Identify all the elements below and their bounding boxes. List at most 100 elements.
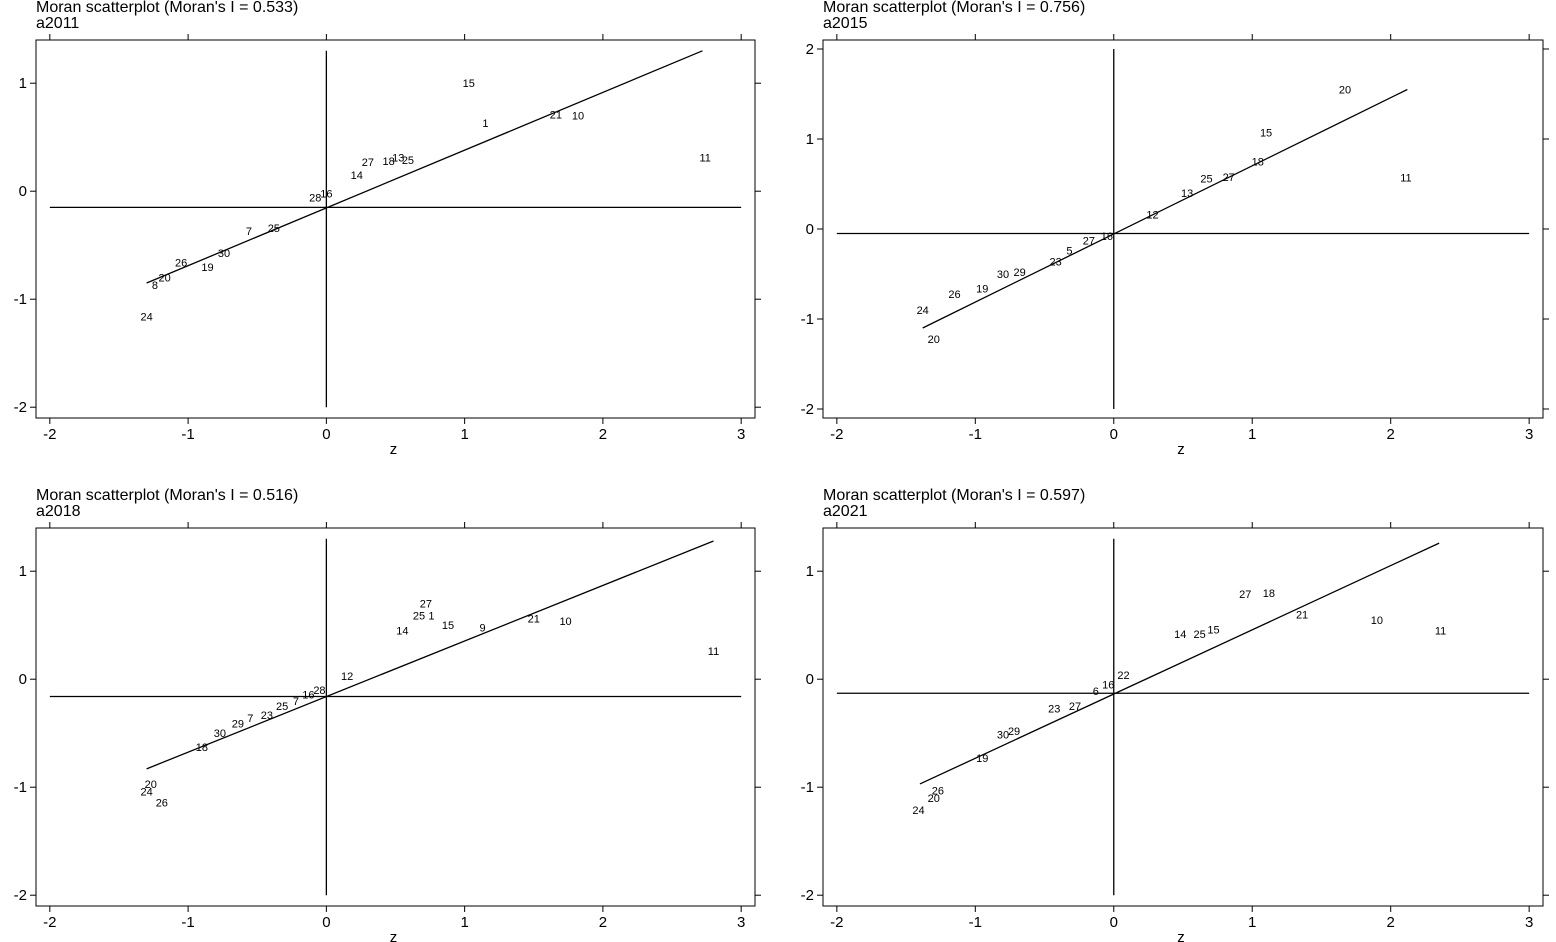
point-label: 27	[1223, 172, 1235, 184]
point-label: 23	[1048, 703, 1060, 715]
point-label: 28	[313, 685, 325, 697]
y-tick-label: -1	[14, 779, 27, 796]
y-tick-label: -1	[801, 311, 814, 328]
x-tick-label: 1	[460, 426, 468, 443]
point-label: 22	[1117, 670, 1129, 682]
point-label: 26	[156, 797, 168, 809]
point-label: 7	[246, 226, 252, 238]
point-label: 19	[976, 283, 988, 295]
point-label: 20	[158, 273, 170, 285]
moran-panel-1: Moran scatterplot (Moran's I = 0.533)a20…	[14, 0, 761, 458]
point-label: 14	[1174, 629, 1186, 641]
point-label: 30	[218, 248, 230, 260]
point-label: 25	[1200, 174, 1212, 186]
x-tick-label: 0	[322, 914, 330, 931]
point-label: 28	[309, 193, 321, 205]
point-label: 19	[976, 753, 988, 765]
point-label: 25	[402, 155, 414, 167]
plot-frame	[822, 39, 1544, 419]
point-label: 24	[140, 787, 152, 799]
moran-panel-4: Moran scatterplot (Moran's I = 0.597)a20…	[801, 487, 1549, 942]
x-tick-label: 0	[1110, 426, 1118, 443]
point-label: 26	[932, 785, 944, 797]
point-label: 29	[1013, 267, 1025, 279]
point-label: 27	[420, 599, 432, 611]
x-tick-label: -1	[969, 914, 982, 931]
fit-line	[919, 542, 1440, 785]
point-label: 15	[442, 620, 454, 632]
x-tick-label: -2	[830, 426, 843, 443]
x-tick-label: -2	[830, 914, 843, 931]
point-label: 26	[175, 257, 187, 269]
point-label: 16	[1102, 680, 1114, 692]
point-label: 15	[1207, 625, 1219, 637]
x-tick-label: 2	[599, 914, 607, 931]
point-label: 18	[1263, 588, 1275, 600]
point-label: 16	[320, 188, 332, 200]
y-tick-label: -2	[14, 887, 27, 904]
point-label: 29	[232, 718, 244, 730]
y-tick-label: -1	[801, 779, 814, 796]
x-axis-label: z	[1177, 441, 1185, 458]
point-label: 6	[1093, 686, 1099, 698]
y-tick-label: -1	[14, 291, 27, 308]
point-label: 15	[463, 78, 475, 90]
point-label: 18	[382, 156, 394, 168]
x-tick-label: -1	[969, 426, 982, 443]
point-label: 14	[351, 170, 363, 182]
y-tick-label: -2	[801, 401, 814, 418]
point-label: 30	[997, 269, 1009, 281]
point-label: 21	[528, 614, 540, 626]
point-label: 16	[1101, 231, 1113, 243]
x-tick-label: 2	[599, 426, 607, 443]
point-label: 24	[140, 311, 152, 323]
point-label: 16	[302, 689, 314, 701]
chart-subtitle: a2018	[36, 503, 81, 520]
x-tick-label: 0	[322, 426, 330, 443]
point-label: 7	[293, 696, 299, 708]
point-label: 8	[152, 280, 158, 292]
x-tick-label: 3	[1525, 426, 1533, 443]
point-label: 15	[1260, 128, 1272, 140]
point-label: 25	[1193, 629, 1205, 641]
x-tick-label: 1	[1248, 914, 1256, 931]
point-label: 30	[214, 728, 226, 740]
point-label: 25	[276, 701, 288, 713]
y-tick-label: 0	[19, 671, 27, 688]
moran-panel-2: Moran scatterplot (Moran's I = 0.756)a20…	[801, 0, 1549, 458]
point-label: 27	[362, 157, 374, 169]
point-label: 1	[482, 118, 488, 130]
x-axis-label: z	[1177, 929, 1185, 942]
fit-line	[146, 50, 703, 284]
point-label: 21	[550, 110, 562, 122]
chart-subtitle: a2015	[823, 15, 868, 32]
point-label: 7	[247, 713, 253, 725]
point-label: 5	[1066, 246, 1072, 258]
y-tick-label: 1	[19, 75, 27, 92]
y-tick-label: 1	[806, 131, 814, 148]
x-tick-label: 0	[1110, 914, 1118, 931]
point-label: 18	[196, 742, 208, 754]
point-label: 24	[912, 805, 924, 817]
fit-line	[146, 540, 714, 770]
point-label: 19	[201, 262, 213, 274]
point-label: 18	[1252, 157, 1264, 169]
x-tick-label: 3	[737, 914, 745, 931]
x-axis-label: z	[390, 441, 398, 458]
point-label: 21	[1296, 609, 1308, 621]
point-label: 27	[1239, 589, 1251, 601]
point-label: 11	[1400, 173, 1411, 185]
point-label: 13	[392, 153, 404, 165]
point-label: 20	[145, 779, 157, 791]
chart-subtitle: a2021	[823, 503, 868, 520]
x-axis-label: z	[390, 929, 398, 942]
x-tick-label: -1	[181, 426, 194, 443]
y-tick-label: 0	[806, 221, 814, 238]
y-tick-label: 0	[19, 183, 27, 200]
x-tick-label: -1	[181, 914, 194, 931]
point-label: 20	[928, 334, 940, 346]
point-label: 26	[948, 289, 960, 301]
point-label: 12	[1146, 210, 1158, 222]
point-label: 10	[559, 616, 571, 628]
